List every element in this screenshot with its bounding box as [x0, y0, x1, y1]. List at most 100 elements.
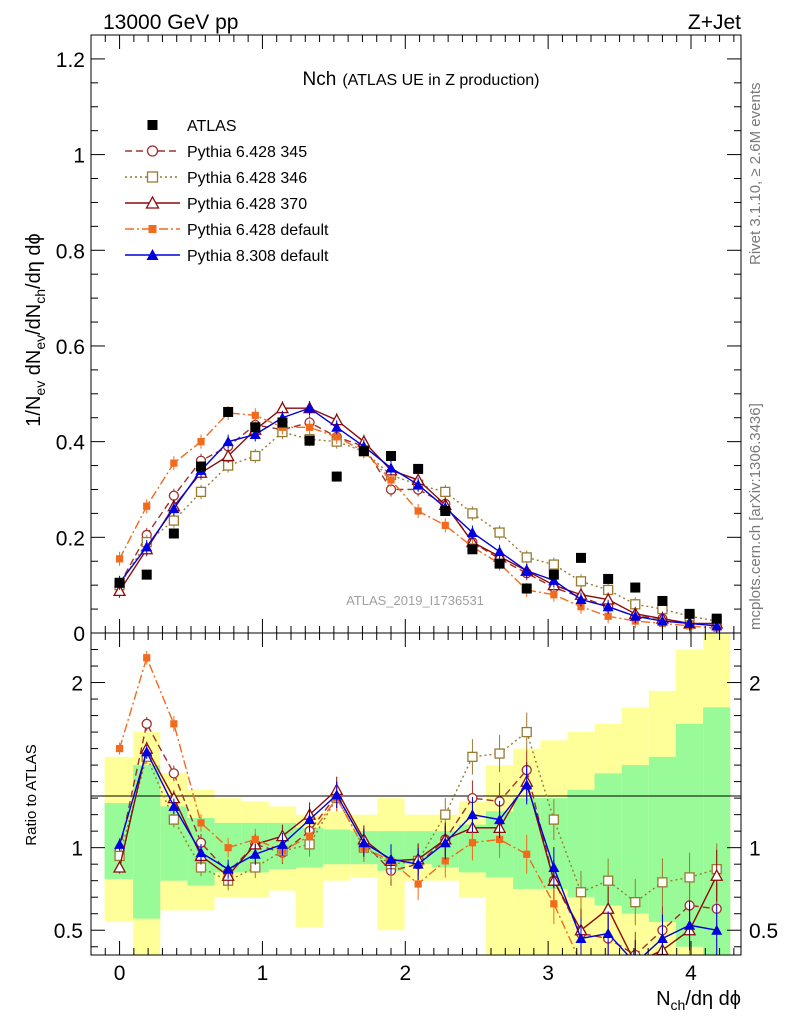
ratio-point-p6def-16 [550, 900, 558, 908]
watermark: ATLAS_2019_I1736531 [346, 593, 484, 608]
ratio-point-p6def-17 [577, 960, 584, 967]
main-point-p8def-10 [385, 462, 397, 473]
data-point-3 [196, 461, 206, 472]
main-point-p6def-0 [115, 555, 124, 563]
ratio-point-p8def-17 [575, 932, 587, 943]
main-title: Nch (ATLAS UE in Z production) [303, 69, 540, 90]
xtick-label-1: 1 [257, 962, 269, 985]
ratio-point-p8def-15 [521, 779, 533, 790]
ratio-ytick-label-right-1: 1 [749, 838, 761, 861]
legend-marker-data [147, 120, 158, 130]
legend-marker-p6def [148, 225, 157, 233]
main-ylabel: 1/Nev dNev/dNch/dη dϕ [23, 233, 48, 426]
data-point-4 [223, 406, 234, 417]
ratio-point-p8def-16 [548, 861, 560, 872]
main-point-p346-16 [548, 559, 560, 570]
ratio-point-p6def-0 [115, 744, 124, 753]
main-point-p6def-8 [333, 433, 341, 441]
main-point-p8def-20 [656, 615, 668, 626]
main-ytick-label-0: 0 [73, 623, 85, 646]
x-axis-label: Nch/dη dϕ [656, 988, 741, 1013]
ratio-point-p346-2 [168, 814, 180, 825]
xtick-label-2: 2 [399, 962, 411, 985]
main-point-p346-14 [494, 527, 505, 538]
ratio-point-p6def-5 [251, 835, 259, 844]
main-ytick-label-1: 0.2 [56, 527, 85, 550]
title-text: Nch [303, 69, 337, 90]
main-ytick-label-2: 0.4 [56, 432, 86, 455]
ratio-point-p6def-11 [414, 880, 422, 888]
main-point-p8def-16 [548, 574, 560, 585]
ratio-point-p8def-21 [684, 919, 696, 930]
ratio-point-p6def-13 [468, 839, 477, 847]
ratio-point-p345-1 [141, 718, 152, 729]
main-point-p346-3 [195, 486, 207, 498]
main-point-p8def-18 [602, 601, 614, 612]
ratio-point-p8def-2 [168, 800, 180, 811]
main-point-p8def-15 [521, 565, 533, 576]
data-point-17 [576, 552, 586, 563]
main-point-p346-12 [440, 486, 451, 498]
ratio-point-p6def-15 [523, 850, 531, 858]
main-point-p8def-2 [168, 503, 180, 514]
legend-label-data: ATLAS [187, 118, 237, 135]
data-point-2 [168, 528, 179, 539]
main-ytick-label-6: 1.2 [56, 49, 85, 72]
ratio-ytick-label-right-0: 0.5 [749, 920, 778, 943]
main-point-p346-5 [250, 450, 261, 462]
ratio-point-p346-14 [494, 748, 505, 759]
data-point-11 [413, 463, 424, 474]
energy-label: 13000 GeV pp [103, 11, 238, 34]
ratio-point-p6def-4 [224, 844, 232, 852]
data-point-5 [250, 422, 261, 433]
ratio-point-p346-17 [575, 887, 587, 898]
main-point-p6def-7 [305, 423, 314, 431]
ratio-point-p8def-10 [385, 853, 397, 864]
ratio-point-p346-12 [440, 809, 451, 820]
ratio-point-p8def-9 [358, 837, 370, 848]
ratio-point-p8def-22 [711, 924, 723, 935]
data-point-13 [467, 544, 478, 555]
main-point-p8def-11 [412, 479, 424, 490]
main-ytick-label-5: 1 [73, 145, 85, 168]
ratio-point-p346-21 [684, 872, 695, 883]
rivet-label: Rivet 3.1.10, ≥ 2.6M events [747, 83, 764, 266]
data-point-20 [657, 595, 668, 606]
data-point-7 [304, 435, 315, 446]
ratio-point-p8def-19 [630, 958, 641, 968]
main-point-p6def-2 [170, 459, 178, 467]
ratio-point-p8def-18 [602, 928, 614, 939]
band-green-8 [323, 829, 351, 865]
ratio-point-p370-22 [710, 868, 724, 881]
ratio-point-p370-0 [112, 860, 127, 873]
ratio-point-p6def-12 [441, 857, 449, 865]
subtitle-text: (ATLAS UE in Z production) [342, 72, 539, 89]
ratio-point-p8def-0 [114, 838, 126, 849]
main-point-p8def-17 [575, 594, 587, 605]
data-point-10 [386, 450, 396, 461]
ratio-point-p8def-6 [276, 838, 288, 849]
legend-item-3: Pythia 6.428 370 [125, 195, 307, 213]
legend-marker-p345 [146, 145, 159, 157]
data-point-0 [114, 577, 125, 588]
ratio-point-p346-16 [548, 814, 560, 825]
main-point-p6def-10 [387, 476, 395, 484]
main-point-p8def-19 [629, 610, 641, 621]
legend-item-0: ATLAS [147, 118, 237, 135]
ratio-point-p346-20 [657, 877, 668, 888]
legend-marker-p370 [145, 195, 160, 209]
process-label: Z+Jet [688, 11, 741, 34]
ratio-point-p8def-4 [222, 863, 234, 874]
main-point-p6def-11 [414, 507, 422, 515]
data-point-22 [711, 613, 722, 624]
main-point-p6def-18 [604, 612, 612, 620]
main-point-p346-17 [575, 576, 587, 587]
ratio-point-p6def-7 [305, 832, 314, 840]
ratio-point-p8def-8 [331, 789, 343, 800]
legend-item-2: Pythia 6.428 346 [125, 170, 307, 187]
legend-label-p6def: Pythia 6.428 default [187, 222, 329, 239]
ratio-point-p345-2 [168, 768, 180, 779]
ratio-point-p6def-3 [197, 819, 205, 827]
ratio-point-p6def-14 [495, 835, 504, 844]
main-point-p6def-12 [441, 521, 449, 529]
